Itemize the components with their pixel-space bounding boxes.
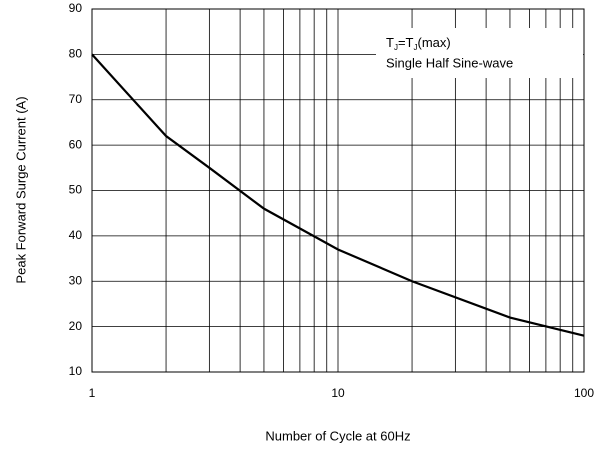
y-tick-label: 50 bbox=[69, 183, 83, 197]
y-tick-label: 60 bbox=[69, 137, 83, 151]
y-axis-label: Peak Forward Surge Current (A) bbox=[13, 96, 28, 283]
annotation-part: =T bbox=[398, 35, 414, 50]
x-tick-label: 100 bbox=[574, 386, 594, 400]
annotation-part: J bbox=[394, 43, 398, 52]
annotation-part: T bbox=[386, 35, 394, 50]
y-tick-label: 20 bbox=[69, 319, 83, 333]
y-tick-label: 80 bbox=[69, 47, 83, 61]
annotation-part: (max) bbox=[418, 35, 451, 50]
x-tick-label: 10 bbox=[331, 386, 345, 400]
annotation: Single Half Sine-wave bbox=[386, 55, 513, 70]
annotation-part: J bbox=[414, 43, 418, 52]
y-tick-label: 90 bbox=[69, 1, 83, 15]
y-tick-label: 70 bbox=[69, 92, 83, 106]
annotation-box bbox=[376, 28, 583, 78]
line bbox=[91, 53, 585, 337]
y-tick-label: 40 bbox=[69, 228, 83, 242]
y-tick-label: 10 bbox=[69, 364, 83, 378]
x-tick-label: 1 bbox=[89, 386, 96, 400]
plot-frame bbox=[91, 8, 585, 373]
x-axis-label: Number of Cycle at 60Hz bbox=[265, 428, 410, 443]
annotation: TJ=TJ(max) bbox=[386, 35, 451, 52]
y-tick-label: 30 bbox=[69, 273, 83, 287]
